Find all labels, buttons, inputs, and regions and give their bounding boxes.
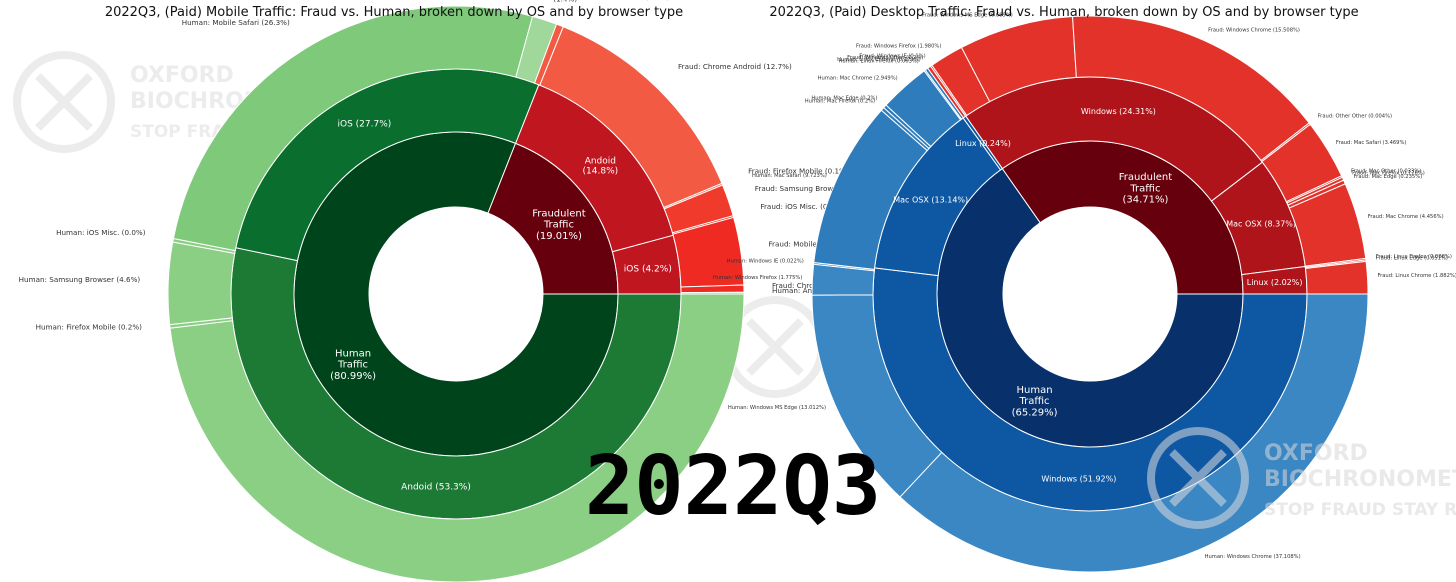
outer-segment-label: Fraud: Mac Other (0.033%) (1351, 168, 1421, 174)
outer-segment-label: Fraud: Windows Other (0.2%) (847, 55, 923, 61)
outer-segment-label: Fraud: Firefox Mobile (0.1%) (748, 167, 849, 176)
outer-ring-segment (680, 291, 745, 295)
outer-segment-label: Human: iOS Misc. (0.0%) (56, 228, 146, 237)
outer-segment-label: Human: Mobile Safari (26.3%) (182, 18, 290, 27)
watermark-right: OXFORD BIOCHRONOMETRICS STOP FRAUD STAY … (1147, 427, 1456, 529)
watermark-line1: OXFORD (130, 63, 234, 88)
outer-segment-label: Fraud: Android Misc. (0.4%) (570, 0, 669, 1)
outer-segment-label: Human: Linux Chrome (0.173%) (837, 57, 921, 63)
center-hole (1003, 207, 1177, 381)
watermark-line2: BIOCHRONOMETRICS (1264, 467, 1456, 492)
outer-segment-label: Human: Mac Chrome (2.949%) (818, 76, 898, 82)
inner-segment-label: Fraudulent Traffic (34.71%) (1119, 172, 1173, 205)
watermark-line3: STOP FRAUD STAY RELEVANT (1264, 500, 1456, 520)
watermark-x-left (35, 73, 93, 131)
outer-segment-label: Human: Mac Safari (9.723%) (752, 173, 827, 179)
desktop-sunburst-chart: Human Traffic (65.29%) Fraudulent Traffic (34… (713, 13, 1456, 573)
watermark-x-right (1169, 449, 1227, 507)
outer-segment-label: Fraud: Mac Safari (3.469%) (1336, 140, 1407, 146)
inner-segment-label: Human Traffic (65.29%) (1012, 385, 1058, 418)
outer-segment-label: Fraud: iOS Misc. (0.0%) (760, 202, 844, 211)
outer-segment-label: Fraud: Windows Chrome (15.508%) (1208, 27, 1300, 33)
outer-segment-label: Fraud: Mac Chrome (4.456%) (1368, 214, 1444, 220)
inner-segment-label: Human Traffic (80.99%) (330, 349, 376, 382)
outer-segment-label: Fraud: Chrome Android (12.7%) (678, 62, 792, 71)
quarter-label: 2022Q3 (585, 439, 881, 534)
outer-segment-label: Human: Windows Chrome (37.108%) (1205, 554, 1301, 560)
outer-segment-label: Human: Windows Firefox (1.775%) (713, 275, 803, 281)
outer-segment-label: Fraud: Mac Edge (0.235%) (1354, 174, 1423, 180)
outer-segment-label: Fraud: Windows Firefox (1.980%) (856, 43, 941, 49)
desktop-chart-title: 2022Q3, (Paid) Desktop Traffic: Fraud vs… (769, 5, 1358, 20)
middle-segment-label: Windows (51.92%) (1041, 474, 1116, 483)
mobile-chart-title: 2022Q3, (Paid) Mobile Traffic: Fraud vs.… (105, 5, 683, 20)
mobile-sunburst-chart: Human Traffic (80.99%) Fraudulent Traffic (19… (19, 0, 877, 582)
middle-segment-label: Andoid (14.8%) (583, 156, 619, 176)
outer-segment-label: Fraud: Linux Firefox (0.088%) (1376, 254, 1452, 260)
outer-ring-segment (1304, 260, 1369, 295)
middle-segment-label: Linux (0.24%) (955, 139, 1011, 148)
watermark-line1: OXFORD (1264, 441, 1368, 466)
outer-segment-label: Human: Firefox Mobile (0.2%) (36, 323, 143, 332)
outer-segment-label: Fraud: Linux Edge (0.051%) (1376, 255, 1448, 261)
outer-segment-label: Human: Linux Firefox (0.063%) (838, 58, 918, 64)
outer-ring-segment (899, 293, 1369, 573)
outer-segment-label: Fraud: Linux Chrome (1.882%) (1378, 273, 1456, 279)
middle-segment-label: Mac OSX (13.14%) (893, 196, 968, 205)
middle-segment-label: Mac OSX (8.37%) (1226, 219, 1296, 228)
watermark-circle-right (1147, 427, 1249, 529)
middle-segment-label: Andoid (53.3%) (401, 483, 471, 493)
outer-segment-label: Fraud: Mac Firefox (0.176%) (1352, 171, 1425, 177)
outer-segment-label: Human: Mac Firefox (0.2%) (805, 98, 875, 104)
watermark-x-center (746, 318, 804, 376)
outer-ring-segment (167, 241, 236, 326)
outer-segment-label: Human: Mac Edge (0.2%) (811, 96, 877, 102)
middle-segment-label: Windows (24.31%) (1081, 107, 1156, 116)
outer-segment-label: Human: Samsung Browser (4.6%) (19, 275, 141, 284)
outer-segment-label: Human: Windows IE (0.022%) (727, 258, 804, 264)
middle-segment-label: iOS (4.2%) (624, 265, 672, 275)
middle-segment-label: Linux (2.02%) (1247, 278, 1303, 287)
watermark-circle-left (13, 51, 115, 153)
center-hole (369, 207, 543, 381)
inner-segment-label: Fraudulent Traffic (19.01%) (532, 208, 586, 241)
outer-segment-label: Fraud: Samsung Browser (1.8%) (755, 184, 871, 193)
outer-segment-label: Fraud: Other Other (0.004%) (1318, 114, 1392, 120)
outer-segment-label: Human: Windows MS Edge (13.012%) (728, 405, 826, 411)
outer-ring-segment (169, 293, 745, 582)
outer-segment-label: Human:Chrome iOS(1.4%) (553, 0, 596, 4)
middle-segment-label: iOS (27.7%) (337, 120, 391, 130)
outer-segment-label: Fraud: Windows MS Edge (6.669%) (922, 13, 1013, 19)
outer-segment-label: Fraud: Windows IE (0.1%) (859, 54, 925, 60)
